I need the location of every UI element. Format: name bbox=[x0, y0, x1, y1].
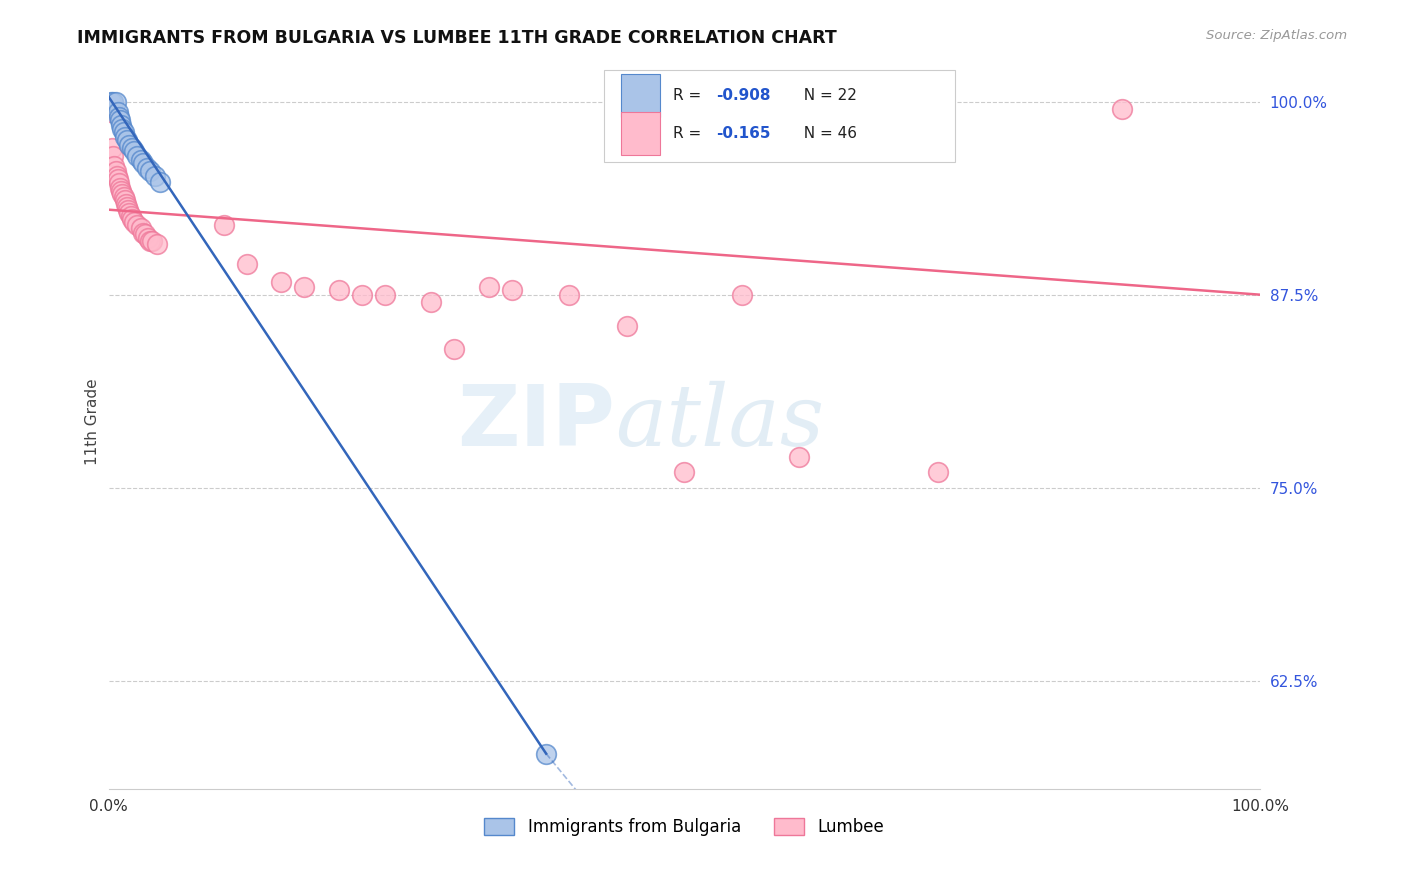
Point bbox=[143, 169, 166, 183]
Point bbox=[292, 280, 315, 294]
Point bbox=[127, 218, 149, 232]
Point bbox=[114, 194, 136, 208]
Point bbox=[1111, 102, 1133, 116]
Point bbox=[141, 234, 163, 248]
Point bbox=[98, 105, 121, 120]
Text: -0.908: -0.908 bbox=[717, 88, 770, 103]
Point bbox=[120, 209, 142, 223]
Point bbox=[118, 137, 141, 152]
Point bbox=[121, 211, 143, 226]
Y-axis label: 11th Grade: 11th Grade bbox=[86, 379, 100, 466]
Point bbox=[212, 218, 235, 232]
Point bbox=[112, 190, 135, 204]
Point bbox=[114, 130, 136, 145]
Point bbox=[673, 466, 696, 480]
Point bbox=[374, 287, 396, 301]
Point bbox=[122, 215, 145, 229]
Point bbox=[420, 295, 443, 310]
Point bbox=[129, 221, 152, 235]
Text: Source: ZipAtlas.com: Source: ZipAtlas.com bbox=[1206, 29, 1347, 43]
Point bbox=[129, 153, 152, 168]
Text: ZIP: ZIP bbox=[457, 381, 616, 464]
Point bbox=[136, 230, 159, 244]
FancyBboxPatch shape bbox=[621, 74, 661, 117]
Legend: Immigrants from Bulgaria, Lumbee: Immigrants from Bulgaria, Lumbee bbox=[484, 818, 884, 836]
Point bbox=[108, 181, 131, 195]
Point bbox=[108, 177, 131, 191]
Point bbox=[534, 747, 557, 761]
Point bbox=[135, 161, 157, 175]
Point bbox=[146, 236, 169, 251]
FancyBboxPatch shape bbox=[621, 112, 661, 155]
Point bbox=[132, 226, 155, 240]
Point bbox=[103, 95, 125, 109]
Point bbox=[107, 171, 129, 186]
Point bbox=[111, 122, 134, 136]
Point bbox=[139, 164, 162, 178]
Point bbox=[115, 133, 138, 147]
Text: R =: R = bbox=[673, 88, 706, 103]
Point bbox=[927, 466, 949, 480]
Text: R =: R = bbox=[673, 126, 706, 141]
Point bbox=[132, 156, 155, 170]
Point bbox=[100, 95, 122, 109]
Point bbox=[350, 287, 373, 301]
Point bbox=[478, 280, 501, 294]
Point bbox=[558, 287, 581, 301]
Point bbox=[103, 160, 125, 174]
Point bbox=[115, 196, 138, 211]
Point bbox=[122, 144, 145, 158]
Point bbox=[731, 287, 754, 301]
Point bbox=[443, 342, 465, 356]
Text: -0.165: -0.165 bbox=[717, 126, 770, 141]
Point bbox=[111, 187, 134, 202]
Point bbox=[501, 283, 523, 297]
Point bbox=[103, 148, 125, 162]
Point bbox=[139, 234, 162, 248]
Point bbox=[108, 110, 131, 124]
Point bbox=[328, 283, 350, 297]
Point bbox=[117, 202, 139, 217]
Point bbox=[115, 200, 138, 214]
Point bbox=[118, 206, 141, 220]
Text: atlas: atlas bbox=[616, 381, 824, 464]
Point bbox=[104, 95, 127, 109]
Point bbox=[110, 184, 132, 198]
Point bbox=[112, 125, 135, 139]
Point bbox=[616, 318, 638, 333]
Text: IMMIGRANTS FROM BULGARIA VS LUMBEE 11TH GRADE CORRELATION CHART: IMMIGRANTS FROM BULGARIA VS LUMBEE 11TH … bbox=[77, 29, 837, 47]
FancyBboxPatch shape bbox=[603, 70, 955, 161]
Point bbox=[134, 227, 156, 242]
Point bbox=[236, 257, 259, 271]
Point bbox=[110, 118, 132, 132]
Point bbox=[104, 164, 127, 178]
Point bbox=[101, 141, 124, 155]
Point bbox=[108, 113, 131, 128]
Point bbox=[127, 148, 149, 162]
Point bbox=[105, 169, 128, 183]
Point bbox=[107, 105, 129, 120]
Point bbox=[121, 141, 143, 155]
Point bbox=[270, 276, 292, 290]
Point bbox=[149, 175, 172, 189]
Text: N = 46: N = 46 bbox=[794, 126, 856, 141]
Text: N = 22: N = 22 bbox=[794, 88, 856, 103]
Point bbox=[789, 450, 811, 464]
